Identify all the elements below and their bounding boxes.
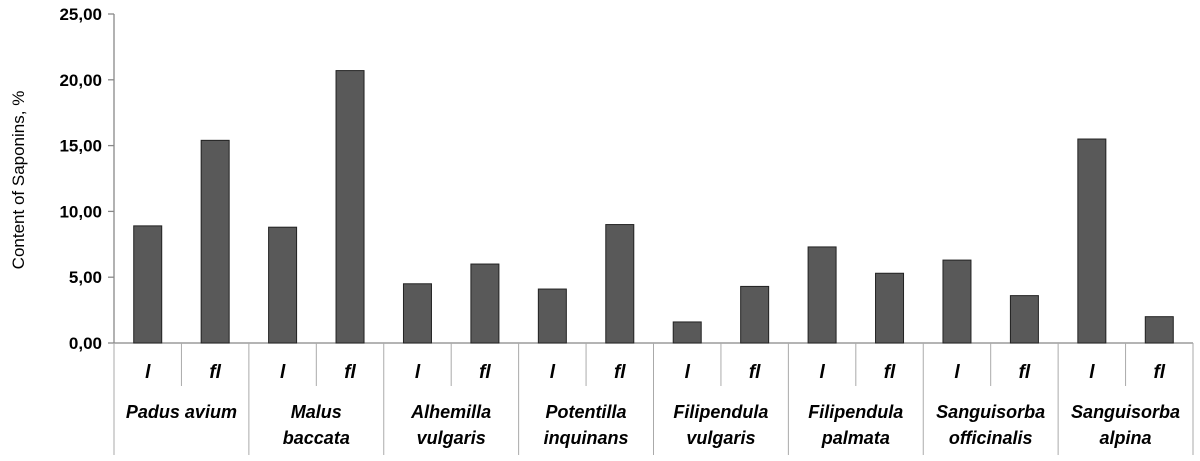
bars <box>133 70 1174 344</box>
bar <box>537 288 567 344</box>
group-label: Potentilla <box>546 402 627 422</box>
sub-category-label: fl <box>479 362 491 383</box>
bar <box>268 226 298 344</box>
bar <box>672 321 702 344</box>
bar <box>200 139 230 344</box>
sub-category-label: l <box>819 362 825 383</box>
sub-category-label: l <box>1089 362 1095 383</box>
sub-category-label: l <box>280 362 286 383</box>
group-label: officinalis <box>949 428 1033 448</box>
group-label: baccata <box>283 428 350 448</box>
group-label: Sanguisorba <box>1071 402 1180 422</box>
group-label: vulgaris <box>417 428 486 448</box>
group-label: Alhemilla <box>410 402 491 422</box>
bar <box>1144 316 1174 344</box>
y-tick-label: 0,00 <box>69 334 102 353</box>
group-label: Filipendula <box>808 402 903 422</box>
y-tick-label: 15,00 <box>59 137 102 156</box>
bar <box>470 263 500 344</box>
sub-category-label: fl <box>884 362 896 383</box>
sub-category-label: l <box>550 362 556 383</box>
bar <box>1077 138 1107 344</box>
sub-category-label: l <box>415 362 421 383</box>
group-label: alpina <box>1100 428 1152 448</box>
sub-category-label: l <box>954 362 960 383</box>
bar <box>875 272 905 344</box>
sub-category-label: l <box>145 362 151 383</box>
group-label: inquinans <box>544 428 629 448</box>
y-tick-label: 5,00 <box>69 268 102 287</box>
bar <box>133 225 163 344</box>
group-label: Padus avium <box>126 402 237 422</box>
y-tick-label: 10,00 <box>59 202 102 221</box>
bar <box>1009 295 1039 344</box>
group-label: Sanguisorba <box>936 402 1045 422</box>
sub-category-label: fl <box>749 362 761 383</box>
y-tick-label: 25,00 <box>59 5 102 24</box>
sub-category-label: l <box>685 362 691 383</box>
sub-category-label: fl <box>614 362 626 383</box>
y-axis-label: Content of Saponins, % <box>9 91 28 270</box>
bar <box>402 283 432 344</box>
bar <box>335 70 365 344</box>
bar <box>942 259 972 344</box>
sub-category-label: fl <box>1153 362 1165 383</box>
sub-category-label: fl <box>344 362 356 383</box>
bar <box>807 246 837 344</box>
y-tick-label: 20,00 <box>59 71 102 90</box>
group-label: Filipendula <box>673 402 768 422</box>
group-label: vulgaris <box>686 428 755 448</box>
sub-category-label: fl <box>209 362 221 383</box>
group-label: Malus <box>291 402 342 422</box>
bar <box>740 285 770 344</box>
group-label: palmata <box>821 428 890 448</box>
bar <box>605 224 635 344</box>
sub-category-label: fl <box>1019 362 1031 383</box>
